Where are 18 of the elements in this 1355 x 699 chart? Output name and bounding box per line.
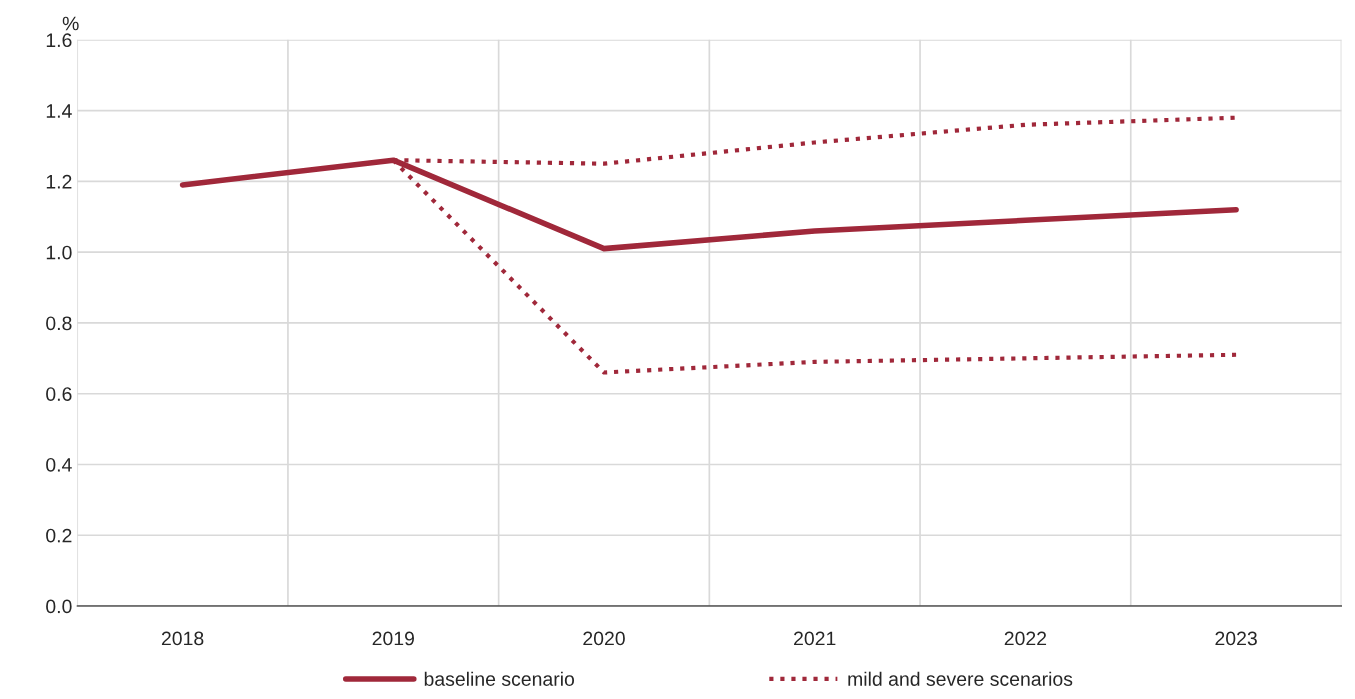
legend-label: baseline scenario bbox=[424, 671, 575, 686]
y-tick-label: 0.2 bbox=[46, 528, 72, 543]
x-tick-label: 2020 bbox=[583, 631, 625, 646]
x-tick-label: 2022 bbox=[1004, 631, 1047, 646]
y-tick-label: 0.0 bbox=[46, 599, 72, 614]
x-tick-label: 2018 bbox=[161, 631, 204, 646]
x-tick-label: 2019 bbox=[372, 631, 414, 646]
x-tick-label: 2023 bbox=[1215, 631, 1257, 646]
y-tick-label: 0.8 bbox=[46, 316, 72, 331]
y-tick-label: 1.6 bbox=[46, 33, 72, 48]
y-tick-label: 0.4 bbox=[46, 457, 72, 472]
y-tick-label: 0.6 bbox=[46, 387, 72, 401]
y-tick-label: 1.4 bbox=[46, 104, 72, 118]
y-tick-label: 1.2 bbox=[46, 174, 72, 189]
x-tick-label: 2021 bbox=[794, 631, 836, 646]
y-axis-title: % bbox=[62, 16, 79, 31]
y-tick-label: 1.0 bbox=[46, 245, 72, 260]
legend-label: mild and severe scenarios bbox=[848, 671, 1073, 686]
